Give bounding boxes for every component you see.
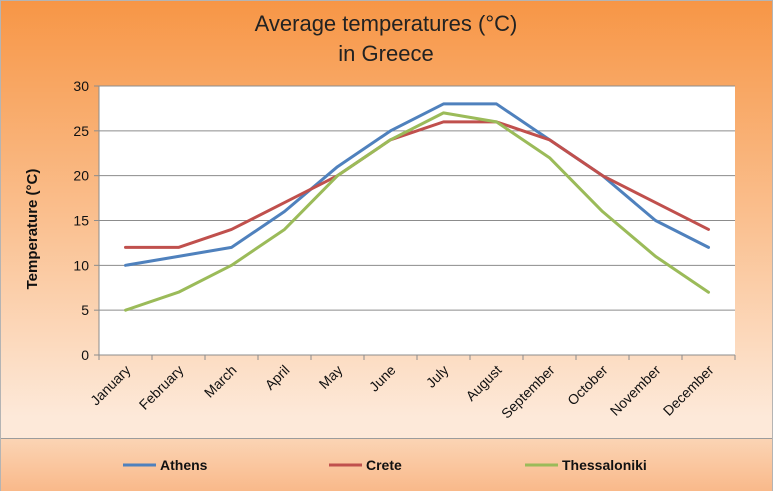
- x-tick-label: May: [316, 362, 346, 392]
- data-point-thessaloniki: [336, 174, 340, 178]
- series-line-athens: [124, 102, 710, 267]
- chart-title-line-1: Average temperatures (°C): [255, 11, 518, 36]
- data-point-thessaloniki: [442, 111, 446, 115]
- data-point-athens: [124, 263, 128, 267]
- data-point-thessaloniki: [548, 156, 552, 160]
- chart-title-line-2: in Greece: [338, 41, 433, 66]
- y-tick-label: 20: [73, 168, 89, 184]
- data-point-athens: [442, 102, 446, 106]
- data-point-thessaloniki: [495, 120, 499, 124]
- data-point-athens: [283, 210, 287, 214]
- x-tick-label: January: [87, 362, 134, 409]
- data-point-athens: [707, 245, 711, 249]
- x-tick-label: March: [201, 362, 240, 401]
- y-axis-label: Temperature (°C): [24, 169, 41, 290]
- data-point-thessaloniki: [389, 138, 393, 142]
- data-point-athens: [389, 129, 393, 133]
- legend-label-thessaloniki: Thessaloniki: [562, 457, 647, 473]
- y-tick-label: 15: [73, 213, 89, 229]
- y-tick-label: 10: [73, 257, 89, 273]
- data-point-crete: [707, 227, 711, 231]
- data-point-thessaloniki: [707, 290, 711, 294]
- x-tick-label: September: [498, 362, 558, 422]
- x-tick-label: July: [423, 362, 452, 391]
- data-point-athens: [495, 102, 499, 106]
- data-point-crete: [442, 120, 446, 124]
- data-point-crete: [230, 227, 234, 231]
- data-point-thessaloniki: [283, 227, 287, 231]
- data-point-crete: [283, 201, 287, 205]
- legend-label-athens: Athens: [160, 457, 208, 473]
- x-tick-label: February: [136, 362, 187, 413]
- series-line-thessaloniki: [124, 111, 710, 312]
- data-point-thessaloniki: [230, 263, 234, 267]
- data-point-crete: [177, 245, 181, 249]
- data-point-crete: [124, 245, 128, 249]
- series-line-crete: [124, 120, 710, 249]
- data-point-athens: [230, 245, 234, 249]
- y-tick-label: 25: [73, 123, 89, 139]
- data-point-thessaloniki: [124, 308, 128, 312]
- data-point-athens: [336, 165, 340, 169]
- data-point-crete: [654, 201, 658, 205]
- data-point-crete: [601, 174, 605, 178]
- y-tick-label: 30: [73, 78, 89, 94]
- y-tick-label: 5: [81, 302, 89, 318]
- x-tick-label: December: [660, 362, 717, 419]
- data-point-thessaloniki: [601, 210, 605, 214]
- y-tick-label: 0: [81, 347, 89, 363]
- legend-label-crete: Crete: [366, 457, 402, 473]
- data-point-thessaloniki: [654, 254, 658, 258]
- data-point-thessaloniki: [177, 290, 181, 294]
- x-tick-label: October: [564, 362, 611, 409]
- data-point-athens: [654, 219, 658, 223]
- x-tick-label: November: [607, 362, 664, 419]
- x-tick-label: June: [366, 362, 399, 395]
- data-point-athens: [177, 254, 181, 258]
- data-point-crete: [548, 138, 552, 142]
- x-tick-label: August: [462, 362, 504, 404]
- x-tick-label: April: [261, 362, 292, 393]
